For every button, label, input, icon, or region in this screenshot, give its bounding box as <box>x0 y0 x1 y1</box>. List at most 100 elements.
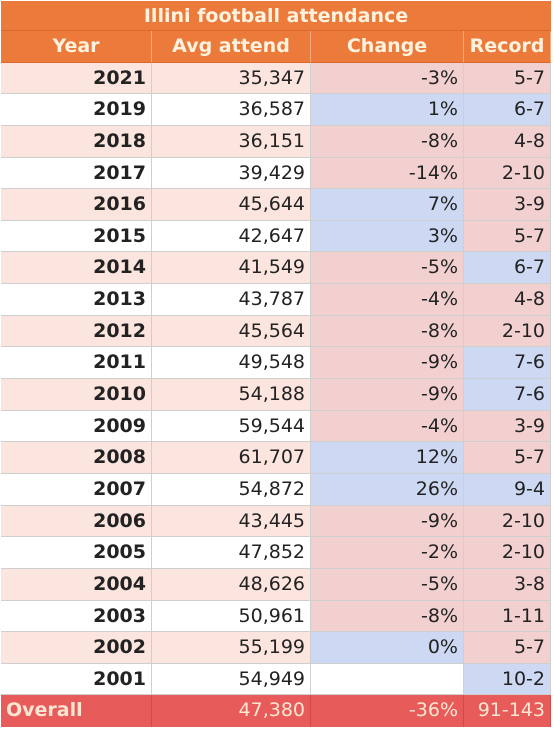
avg-attend-cell: 54,188 <box>152 379 311 411</box>
change-cell: -9% <box>311 505 464 538</box>
change-cell: 0% <box>311 632 464 664</box>
year-cell: 2009 <box>1 410 152 443</box>
year-cell: 2019 <box>1 94 152 126</box>
record-cell: 2-10 <box>464 315 551 348</box>
table-row: 2014 41,549 -5% 6-7 <box>1 252 551 285</box>
change-cell: -8% <box>311 315 464 348</box>
avg-attend-cell: 45,644 <box>152 189 311 221</box>
table-title: Illini football attendance <box>1 1 551 31</box>
year-cell: 2001 <box>1 663 152 696</box>
header-change: Change <box>311 31 464 63</box>
change-cell: -8% <box>311 125 464 158</box>
record-cell: 2-10 <box>464 157 551 190</box>
year-cell: 2012 <box>1 315 152 348</box>
record-cell: 5-7 <box>464 442 551 474</box>
year-cell: 2007 <box>1 473 152 506</box>
table-row: 2008 61,707 12% 5-7 <box>1 442 551 474</box>
change-cell: -9% <box>311 379 464 411</box>
year-cell: 2005 <box>1 537 152 569</box>
year-cell: 2011 <box>1 347 152 380</box>
avg-attend-cell: 48,626 <box>152 568 311 601</box>
overall-record: 91-143 <box>464 695 551 728</box>
change-cell: -2% <box>311 537 464 569</box>
avg-attend-cell: 42,647 <box>152 220 311 253</box>
avg-attend-cell: 36,587 <box>152 94 311 126</box>
record-cell: 3-9 <box>464 189 551 221</box>
table-row: 2019 36,587 1% 6-7 <box>1 94 551 126</box>
overall-avg: 47,380 <box>152 695 311 728</box>
avg-attend-cell: 39,429 <box>152 157 311 190</box>
change-cell: 3% <box>311 220 464 253</box>
table-row: 2004 48,626 -5% 3-8 <box>1 568 551 601</box>
table-row: 2005 47,852 -2% 2-10 <box>1 537 551 569</box>
record-cell: 6-7 <box>464 252 551 285</box>
avg-attend-cell: 47,852 <box>152 537 311 569</box>
change-cell: -8% <box>311 600 464 633</box>
change-cell: 1% <box>311 94 464 126</box>
record-cell: 10-2 <box>464 663 551 696</box>
avg-attend-cell: 59,544 <box>152 410 311 443</box>
year-cell: 2002 <box>1 632 152 664</box>
change-cell: -5% <box>311 568 464 601</box>
avg-attend-cell: 45,564 <box>152 315 311 348</box>
year-cell: 2010 <box>1 379 152 411</box>
change-cell: -4% <box>311 410 464 443</box>
table-row: 2006 43,445 -9% 2-10 <box>1 505 551 538</box>
avg-attend-cell: 61,707 <box>152 442 311 474</box>
year-cell: 2015 <box>1 220 152 253</box>
change-cell: -5% <box>311 252 464 285</box>
table-row: 2012 45,564 -8% 2-10 <box>1 315 551 348</box>
avg-attend-cell: 43,445 <box>152 505 311 538</box>
year-cell: 2004 <box>1 568 152 601</box>
record-cell: 4-8 <box>464 284 551 316</box>
record-cell: 3-9 <box>464 410 551 443</box>
change-cell: -9% <box>311 347 464 380</box>
table-row: 2021 35,347 -3% 5-7 <box>1 62 551 95</box>
change-cell: -3% <box>311 62 464 95</box>
overall-row: Overall 47,380 -36% 91-143 <box>1 695 551 728</box>
header-avg-attend: Avg attend <box>152 31 311 63</box>
overall-label: Overall <box>1 695 152 728</box>
table-row: 2001 54,949 10-2 <box>1 663 551 696</box>
table-row: 2011 49,548 -9% 7-6 <box>1 347 551 380</box>
record-cell: 2-10 <box>464 505 551 538</box>
change-cell: 7% <box>311 189 464 221</box>
record-cell: 5-7 <box>464 220 551 253</box>
record-cell: 1-11 <box>464 600 551 633</box>
avg-attend-cell: 54,872 <box>152 473 311 506</box>
table-row: 2010 54,188 -9% 7-6 <box>1 379 551 411</box>
change-cell: -14% <box>311 157 464 190</box>
year-cell: 2006 <box>1 505 152 538</box>
avg-attend-cell: 35,347 <box>152 62 311 95</box>
year-cell: 2018 <box>1 125 152 158</box>
table-row: 2003 50,961 -8% 1-11 <box>1 600 551 633</box>
avg-attend-cell: 41,549 <box>152 252 311 285</box>
record-cell: 5-7 <box>464 62 551 95</box>
record-cell: 2-10 <box>464 537 551 569</box>
table-row: 2015 42,647 3% 5-7 <box>1 220 551 253</box>
change-cell: 12% <box>311 442 464 474</box>
table-row: 2007 54,872 26% 9-4 <box>1 473 551 506</box>
year-cell: 2008 <box>1 442 152 474</box>
header-year: Year <box>1 31 152 63</box>
year-cell: 2003 <box>1 600 152 633</box>
record-cell: 7-6 <box>464 379 551 411</box>
year-cell: 2021 <box>1 62 152 95</box>
avg-attend-cell: 43,787 <box>152 284 311 316</box>
year-cell: 2016 <box>1 189 152 221</box>
record-cell: 3-8 <box>464 568 551 601</box>
table-row: 2018 36,151 -8% 4-8 <box>1 125 551 158</box>
avg-attend-cell: 36,151 <box>152 125 311 158</box>
avg-attend-cell: 54,949 <box>152 663 311 696</box>
record-cell: 5-7 <box>464 632 551 664</box>
avg-attend-cell: 55,199 <box>152 632 311 664</box>
year-cell: 2014 <box>1 252 152 285</box>
table-row: 2016 45,644 7% 3-9 <box>1 189 551 221</box>
year-cell: 2017 <box>1 157 152 190</box>
table-row: 2009 59,544 -4% 3-9 <box>1 410 551 443</box>
table-row: 2002 55,199 0% 5-7 <box>1 632 551 664</box>
avg-attend-cell: 50,961 <box>152 600 311 633</box>
change-cell <box>311 663 464 696</box>
change-cell: 26% <box>311 473 464 506</box>
